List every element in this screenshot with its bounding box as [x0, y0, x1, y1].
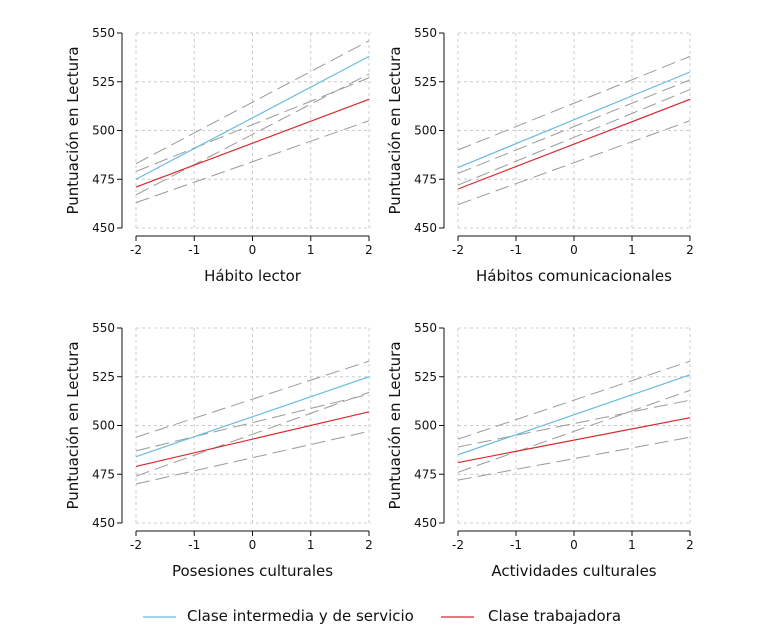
y-tick-label: 525 — [92, 75, 115, 89]
y-axis-title: Puntuación en Lectura — [386, 341, 404, 509]
series-line-intermedia — [457, 71, 691, 169]
y-tick-label: 475 — [414, 172, 437, 186]
y-tick-label: 525 — [414, 75, 437, 89]
x-tick-label: 1 — [307, 538, 315, 552]
y-tick-label: 500 — [92, 419, 115, 433]
ci-lower-intermedia — [135, 73, 370, 196]
ci-lower-intermedia — [457, 389, 691, 473]
panel-habitos-comunicacionales: 450 475 500 525 550 -2 -1 0 1 2 Hábitos comunicaci… — [386, 26, 694, 285]
legend: Clase intermedia y de servicio Clase tra… — [143, 607, 621, 625]
ci-lower-trabajadora — [135, 120, 370, 204]
y-tick-label: 525 — [414, 370, 437, 384]
y-tick-label: 475 — [92, 172, 115, 186]
x-tick-label: -1 — [188, 243, 200, 257]
ci-lower-trabajadora — [457, 120, 691, 206]
y-tick-label: 550 — [92, 26, 115, 40]
legend-label-intermedia: Clase intermedia y de servicio — [187, 607, 414, 625]
ci-upper-intermedia — [135, 40, 370, 165]
x-tick-label: -1 — [510, 243, 522, 257]
panel-actividades-culturales: 450 475 500 525 550 -2 -1 0 1 2 Actividades cultur… — [386, 321, 694, 580]
ci-lower-intermedia — [457, 89, 691, 186]
x-tick-label: -2 — [130, 538, 142, 552]
y-axis-title: Puntuación en Lectura — [64, 46, 82, 214]
series-line-trabajadora — [135, 411, 370, 468]
x-tick-label: 1 — [628, 538, 636, 552]
x-tick-label: 2 — [365, 538, 373, 552]
x-tick-label: 2 — [686, 243, 694, 257]
legend-label-trabajadora: Clase trabajadora — [488, 607, 621, 625]
y-tick-label: 450 — [92, 516, 115, 530]
x-tick-label: -2 — [452, 243, 464, 257]
x-tick-label: 1 — [307, 243, 315, 257]
x-axis-title: Actividades culturales — [491, 562, 656, 580]
y-tick-label: 500 — [92, 124, 115, 138]
x-tick-label: 0 — [249, 243, 257, 257]
y-tick-label: 475 — [92, 467, 115, 481]
ci-upper-intermedia — [457, 360, 691, 440]
y-tick-label: 550 — [414, 321, 437, 335]
series-line-intermedia — [135, 376, 370, 458]
y-tick-label: 500 — [414, 124, 437, 138]
x-tick-label: 0 — [570, 243, 578, 257]
y-tick-label: 525 — [92, 370, 115, 384]
y-tick-label: 450 — [92, 221, 115, 235]
y-axis-title: Puntuación en Lectura — [64, 341, 82, 509]
ci-upper-trabajadora — [135, 77, 370, 172]
y-tick-label: 500 — [414, 419, 437, 433]
ci-upper-trabajadora — [457, 79, 691, 174]
ci-upper-intermedia — [457, 55, 691, 151]
y-axis-title: Puntuación en Lectura — [386, 46, 404, 214]
y-tick-label: 450 — [414, 221, 437, 235]
x-tick-label: -1 — [510, 538, 522, 552]
x-tick-label: 0 — [249, 538, 257, 552]
series-line-intermedia — [457, 374, 691, 456]
panels: 450 475 500 525 550 -2 -1 0 1 2 Hábito lector Puntu… — [64, 26, 694, 580]
series-line-trabajadora — [457, 98, 691, 190]
y-tick-label: 550 — [92, 321, 115, 335]
ci-lower-intermedia — [135, 391, 370, 477]
series-line-trabajadora — [457, 417, 691, 464]
panel-posesiones-culturales: 450 475 500 525 550 -2 -1 0 1 2 Posesiones cultura… — [64, 321, 373, 580]
x-tick-label: 2 — [686, 538, 694, 552]
x-tick-label: -1 — [188, 538, 200, 552]
x-axis-title: Posesiones culturales — [172, 562, 333, 580]
x-tick-label: 2 — [365, 243, 373, 257]
x-axis-title: Hábito lector — [204, 267, 302, 285]
x-tick-label: 0 — [570, 538, 578, 552]
y-tick-label: 450 — [414, 516, 437, 530]
x-axis-title: Hábitos comunicacionales — [476, 267, 672, 285]
panel-habito-lector: 450 475 500 525 550 -2 -1 0 1 2 Hábito lector Puntu… — [64, 26, 373, 285]
series-line-trabajadora — [135, 98, 370, 188]
x-tick-label: -2 — [130, 243, 142, 257]
y-tick-label: 475 — [414, 467, 437, 481]
x-tick-label: -2 — [452, 538, 464, 552]
y-tick-label: 550 — [414, 26, 437, 40]
series-line-intermedia — [135, 55, 370, 180]
x-tick-label: 1 — [628, 243, 636, 257]
ci-upper-intermedia — [135, 360, 370, 438]
